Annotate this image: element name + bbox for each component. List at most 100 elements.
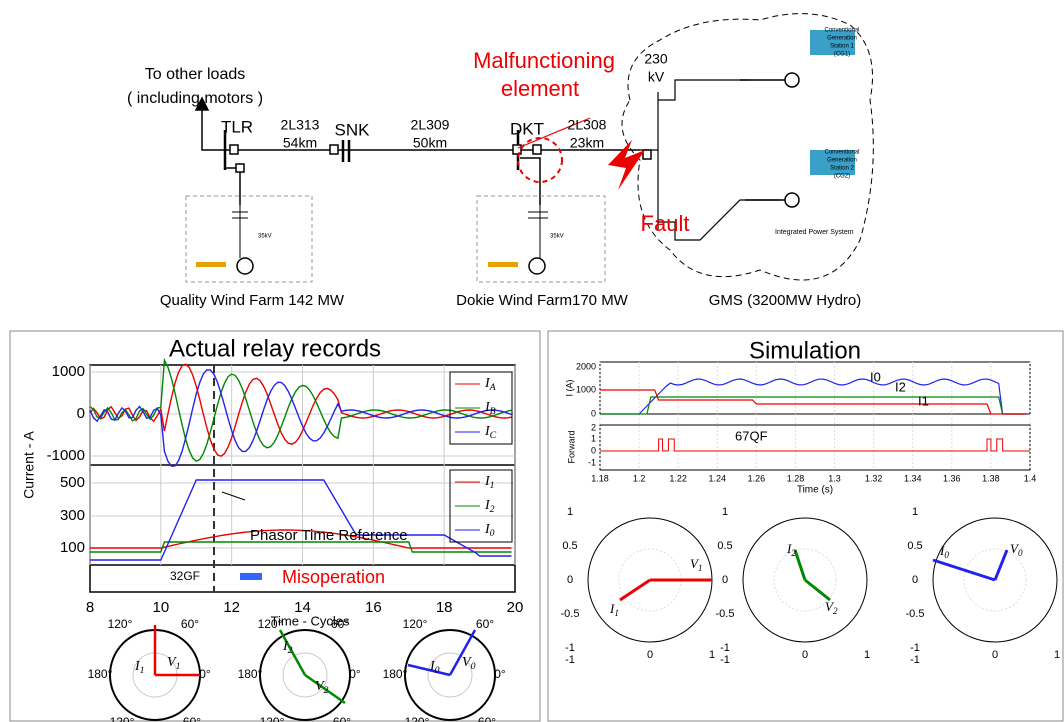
label: Station 1 xyxy=(830,44,854,50)
symbol: I xyxy=(484,474,491,489)
label: 2000 xyxy=(576,361,596,371)
symbol: I xyxy=(939,543,945,558)
label: 300 xyxy=(60,507,85,524)
label: 1 xyxy=(591,433,596,443)
label: SNK xyxy=(335,120,371,139)
symbol: V xyxy=(315,679,325,694)
label: 1000 xyxy=(576,384,596,394)
current-trace xyxy=(89,357,512,463)
phasor xyxy=(448,629,477,676)
subscript: A xyxy=(489,382,497,393)
label: 1.2 xyxy=(633,473,646,483)
label: 0° xyxy=(199,667,211,681)
phasor xyxy=(304,673,346,705)
subscript: C xyxy=(490,430,497,441)
phasor-label: V1 xyxy=(167,655,180,672)
arrow xyxy=(221,491,246,501)
label: 1.36 xyxy=(943,473,961,483)
phasor-label: I1 xyxy=(609,601,619,618)
simulation-panel xyxy=(547,330,1064,722)
label: 180° xyxy=(88,667,113,681)
subscript: 2 xyxy=(324,685,329,696)
symbol: I xyxy=(134,659,141,674)
phasor-label: I1 xyxy=(484,474,495,491)
label: 1 xyxy=(912,506,918,518)
phasor-label: I2 xyxy=(786,541,796,558)
label: -60° xyxy=(474,715,496,722)
label: 0 xyxy=(591,445,596,455)
polar-ring xyxy=(773,548,837,612)
label: Integrated Power System xyxy=(775,229,854,236)
phasor-label: V2 xyxy=(825,599,838,616)
symbol: I xyxy=(282,639,289,654)
label: 23km xyxy=(570,135,604,151)
label: 0 xyxy=(912,574,918,586)
label: 1 xyxy=(1054,649,1060,661)
phasor xyxy=(993,549,1009,581)
label: 20 xyxy=(507,599,524,616)
label: I1 xyxy=(918,393,929,408)
phasor xyxy=(804,578,831,602)
label: 16 xyxy=(365,599,382,616)
subscript: 0 xyxy=(435,665,440,676)
label: kV xyxy=(648,69,665,85)
legend-box xyxy=(449,371,513,445)
misop-bar xyxy=(240,573,262,580)
label: -0.5 xyxy=(561,608,580,620)
label: 54km xyxy=(283,135,317,151)
label: 230 xyxy=(644,51,668,67)
label: -120° xyxy=(256,715,285,722)
label: element xyxy=(501,76,579,101)
label: -1 xyxy=(910,642,920,654)
label: 35kV xyxy=(550,234,564,240)
label: -60° xyxy=(179,715,201,722)
label: (CG1) xyxy=(834,52,850,58)
label: 120° xyxy=(108,617,133,631)
label: Conventional xyxy=(824,150,859,156)
label: Station 2 xyxy=(830,166,854,172)
label: 0 xyxy=(992,649,998,661)
label: -1 xyxy=(720,642,730,654)
label: 0 xyxy=(567,574,573,586)
label: Phasor Time Reference xyxy=(250,527,408,544)
symbol: V xyxy=(167,655,177,670)
label: 50km xyxy=(413,135,447,151)
label: 10 xyxy=(152,599,169,616)
label: 180° xyxy=(383,667,408,681)
symbol: I xyxy=(484,522,491,537)
symbol: I xyxy=(786,541,792,556)
label: 2L308 xyxy=(568,117,607,133)
label: Time - Cycles xyxy=(271,613,350,628)
phasor-label: V0 xyxy=(1010,541,1023,558)
label: I0 xyxy=(870,369,881,384)
label: 1.22 xyxy=(669,473,687,483)
label: -1000 xyxy=(47,447,85,464)
phasor xyxy=(278,629,307,676)
label: I2 xyxy=(895,379,906,394)
label: 0 xyxy=(647,649,653,661)
trip-signal xyxy=(600,438,1030,452)
label: -0.5 xyxy=(906,608,925,620)
symbol: V xyxy=(690,556,700,571)
plot-frame xyxy=(599,424,1031,471)
label: (CG2) xyxy=(834,174,850,180)
label: Malfunctioning xyxy=(473,48,615,73)
label: Quality Wind Farm 142 MW xyxy=(160,292,345,309)
sequence-trace xyxy=(90,479,512,561)
polar-ring xyxy=(963,548,1027,612)
label: DKT xyxy=(510,119,544,138)
phasor xyxy=(407,663,451,677)
label: 500 xyxy=(60,474,85,491)
pointer xyxy=(517,117,591,149)
label: Generation xyxy=(827,158,857,164)
polar-ring xyxy=(932,517,1058,643)
label: 120° xyxy=(258,617,283,631)
label: 0 xyxy=(802,649,808,661)
symbol: I xyxy=(484,424,491,439)
phasor xyxy=(932,558,996,582)
label: 0 xyxy=(77,405,85,422)
label: Conventional xyxy=(824,28,859,34)
sim-trace xyxy=(600,378,1027,415)
label: 1 xyxy=(864,649,870,661)
label: -1 xyxy=(910,654,920,666)
